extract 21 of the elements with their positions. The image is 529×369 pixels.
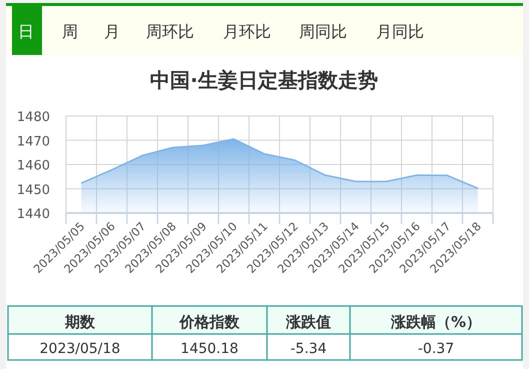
text: 周 xyxy=(62,22,78,41)
y-tick-label: 1480 xyxy=(16,110,50,125)
text: 周同比 xyxy=(299,22,347,41)
text: -0.37 xyxy=(418,341,454,357)
y-tick-label: 1440 xyxy=(16,207,50,222)
text: 期数 xyxy=(64,313,96,331)
text: 2023/05/18 xyxy=(40,341,120,357)
text: 日 xyxy=(18,22,34,41)
text: 涨跌值 xyxy=(285,313,331,331)
text: -5.34 xyxy=(290,341,327,357)
text: 月环比 xyxy=(223,22,271,41)
text: 价格指数 xyxy=(178,313,240,331)
text: 月同比 xyxy=(376,22,424,41)
text: 涨跌幅（%） xyxy=(390,313,482,331)
text: 1450.18 xyxy=(180,341,238,357)
chart-title: 中国·生姜日定基指数走势 xyxy=(150,68,378,92)
y-tick-label: 1460 xyxy=(16,158,50,174)
text: 月 xyxy=(104,22,120,41)
y-tick-label: 1450 xyxy=(16,182,50,198)
y-tick-label: 1470 xyxy=(16,134,50,150)
text: 周环比 xyxy=(146,22,194,41)
